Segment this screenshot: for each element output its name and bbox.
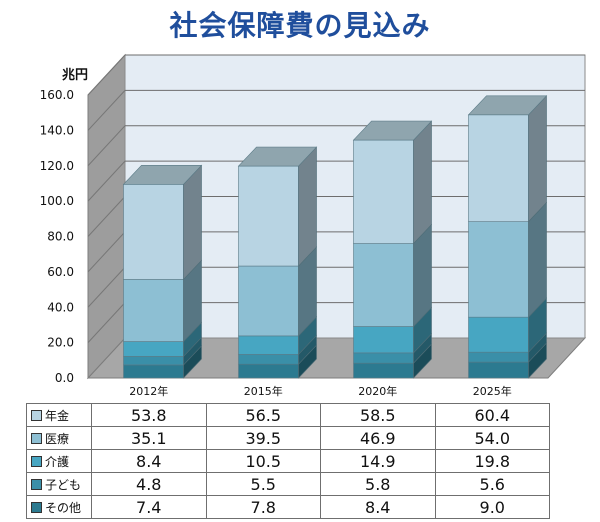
gridline <box>87 160 126 202</box>
bar-segment <box>468 361 529 379</box>
gridline <box>87 90 126 131</box>
bar-segment <box>468 221 529 318</box>
data-value-cell: 54.0 <box>434 426 550 450</box>
bar-top-face <box>122 165 203 185</box>
bar-side-face <box>413 120 432 245</box>
legend-entry: 子ども <box>26 472 92 496</box>
table-row: 医療 35.1 39.5 46.9 54.0 <box>26 426 550 450</box>
series-name: その他 <box>45 500 82 515</box>
bar-side-face <box>183 164 202 281</box>
stacked-bar-chart: 0.0 20.0 40.0 60.0 80.0 100.0 120.0 140.0 160.0 <box>40 53 587 385</box>
bar-segment <box>353 352 414 364</box>
gridline <box>87 231 126 273</box>
y-tick-label: 100.0 <box>40 194 74 208</box>
bar-segment <box>123 341 184 357</box>
data-value-cell: 35.1 <box>91 426 207 450</box>
bar-top-face <box>237 146 318 167</box>
bar-segment <box>123 364 184 379</box>
bar-side-face <box>298 146 317 267</box>
data-value-cell: 58.5 <box>320 403 436 427</box>
data-value-cell: 4.8 <box>91 472 207 496</box>
data-value-cell: 5.8 <box>320 472 436 496</box>
y-tick-label: 60.0 <box>47 265 74 279</box>
table-header-row: 2012年 2015年 2020年 2025年 <box>27 379 550 404</box>
data-value-cell: 39.5 <box>205 426 321 450</box>
data-table: 2012年 2015年 2020年 2025年 年金 53.8 56.5 58.5 60… <box>26 379 550 519</box>
data-value-cell: 8.4 <box>91 449 207 473</box>
table-corner <box>27 379 92 404</box>
bar-segment <box>353 326 414 354</box>
y-tick-label: 40.0 <box>47 300 74 314</box>
table-row: その他 7.4 7.8 8.4 9.0 <box>26 495 550 519</box>
bar-side-face <box>528 201 547 318</box>
y-tick-label: 20.0 <box>47 336 74 350</box>
legend-swatch <box>31 432 42 444</box>
series-name: 介護 <box>45 454 70 469</box>
y-tick-label: 0.0 <box>55 371 74 385</box>
bar-segment <box>353 362 414 379</box>
legend-entry: 年金 <box>26 403 92 427</box>
data-value-cell: 14.9 <box>320 449 436 473</box>
bar-segment <box>238 363 299 379</box>
table-row: 介護 8.4 10.5 14.9 19.8 <box>26 449 550 473</box>
table-row: 子ども 4.8 5.5 5.8 5.6 <box>26 472 550 496</box>
y-axis-unit-label: 兆円 <box>62 68 89 83</box>
series-name: 医療 <box>45 431 70 446</box>
y-tick-label: 80.0 <box>47 230 74 244</box>
data-value-cell: 7.8 <box>205 495 321 519</box>
data-value-cell: 5.6 <box>434 472 550 496</box>
bar-segment <box>238 165 299 267</box>
series-name: 年金 <box>45 408 70 423</box>
bar-segment <box>123 279 184 342</box>
data-value-cell: 60.4 <box>434 403 550 427</box>
gridline <box>87 125 126 167</box>
category-header: 2015年 <box>243 385 283 398</box>
legend-entry: 医療 <box>26 426 92 450</box>
gridline <box>87 302 126 343</box>
bar-segment <box>468 351 529 363</box>
bar-top-face <box>467 95 548 116</box>
series-name: 子ども <box>45 477 82 492</box>
bar-segment <box>468 316 529 353</box>
y-tick-label: 160.0 <box>40 88 74 102</box>
data-value-cell: 10.5 <box>205 449 321 473</box>
gridline <box>87 54 126 96</box>
data-value-cell: 8.4 <box>320 495 436 519</box>
data-value-cell: 19.8 <box>434 449 550 473</box>
legend-entry: 介護 <box>26 449 92 473</box>
category-header: 2025年 <box>472 385 512 398</box>
data-value-cell: 5.5 <box>205 472 321 496</box>
data-value-cell: 56.5 <box>205 403 321 427</box>
bar-segment <box>123 356 184 366</box>
bar-top-face <box>352 120 433 141</box>
legend-swatch <box>31 455 42 467</box>
bar-segment <box>238 335 299 355</box>
gridline <box>87 196 126 237</box>
bar-side-face <box>528 95 547 223</box>
data-value-cell: 7.4 <box>91 495 207 519</box>
category-header: 2020年 <box>358 385 398 398</box>
y-tick-label: 120.0 <box>40 159 74 173</box>
bar-segment <box>123 184 184 280</box>
y-tick-label: 140.0 <box>40 123 74 137</box>
legend-swatch <box>31 478 42 490</box>
legend-swatch <box>31 409 42 421</box>
data-value-cell: 53.8 <box>91 403 207 427</box>
data-value-cell: 9.0 <box>434 495 550 519</box>
legend-swatch <box>31 501 42 513</box>
bar-segment <box>238 354 299 365</box>
bar-segment <box>353 243 414 327</box>
category-header: 2012年 <box>129 385 169 398</box>
chart-title: 社会保障費の見込み <box>169 9 431 42</box>
table-row: 年金 53.8 56.5 58.5 60.4 <box>26 403 550 427</box>
legend-entry: その他 <box>26 495 92 519</box>
data-value-cell: 46.9 <box>320 426 436 450</box>
bar-segment <box>353 139 414 244</box>
gridline <box>87 266 126 308</box>
bar-segment <box>468 114 529 222</box>
bar-segment <box>238 265 299 337</box>
